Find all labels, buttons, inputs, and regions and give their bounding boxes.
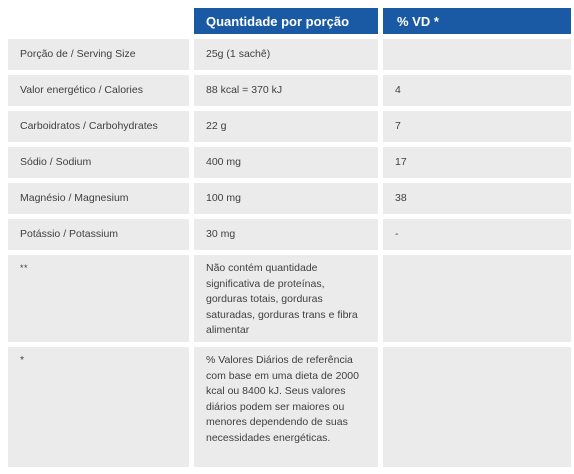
row-qty-carbohydrates: 22 g bbox=[194, 111, 378, 142]
row-vd-sodium: 17 bbox=[383, 147, 571, 178]
note-text-daily-values: % Valores Diários de referência com base… bbox=[194, 347, 378, 467]
header-quantity-per-serving: Quantidade por porção bbox=[194, 8, 378, 34]
row-label-carbohydrates: Carboidratos / Carbohydrates bbox=[8, 111, 189, 142]
note-label-double-asterisk: ** bbox=[8, 255, 189, 342]
row-qty-serving-size: 25g (1 sachê) bbox=[194, 39, 378, 70]
row-vd-serving-size bbox=[383, 39, 571, 70]
note-vd-empty-2 bbox=[383, 347, 571, 467]
row-qty-calories: 88 kcal = 370 kJ bbox=[194, 75, 378, 106]
note-vd-empty-1 bbox=[383, 255, 571, 342]
header-daily-value: % VD * bbox=[383, 8, 571, 34]
row-label-potassium: Potássio / Potassium bbox=[8, 219, 189, 250]
row-label-magnesium: Magnésio / Magnesium bbox=[8, 183, 189, 214]
note-text-not-significant: Não contém quantidade significativa de p… bbox=[194, 255, 378, 342]
row-qty-potassium: 30 mg bbox=[194, 219, 378, 250]
row-label-serving-size: Porção de / Serving Size bbox=[8, 39, 189, 70]
row-vd-carbohydrates: 7 bbox=[383, 111, 571, 142]
row-vd-potassium: - bbox=[383, 219, 571, 250]
row-vd-magnesium: 38 bbox=[383, 183, 571, 214]
header-empty-cell bbox=[8, 8, 189, 34]
nutrition-table: Quantidade por porção % VD * Porção de /… bbox=[8, 8, 571, 467]
row-vd-calories: 4 bbox=[383, 75, 571, 106]
note-label-asterisk: * bbox=[8, 347, 189, 467]
row-label-calories: Valor energético / Calories bbox=[8, 75, 189, 106]
row-label-sodium: Sódio / Sodium bbox=[8, 147, 189, 178]
row-qty-sodium: 400 mg bbox=[194, 147, 378, 178]
row-qty-magnesium: 100 mg bbox=[194, 183, 378, 214]
